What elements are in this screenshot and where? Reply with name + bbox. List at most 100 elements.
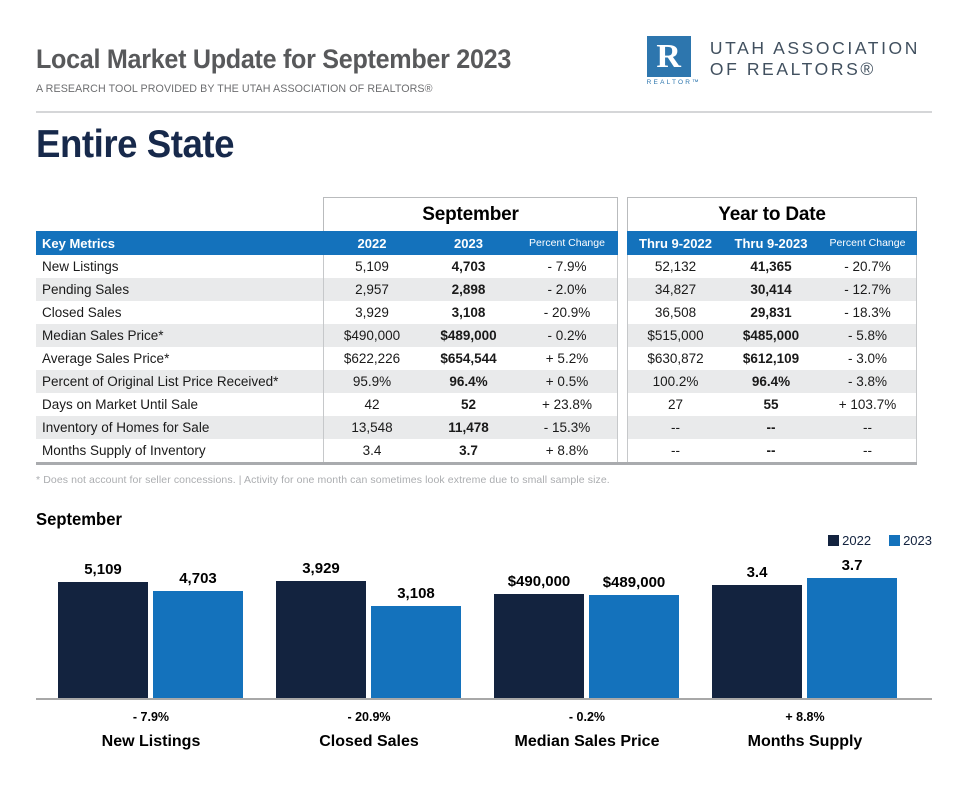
column-header-thru-9-2023: Thru 9-2023 [734, 235, 808, 251]
legend-swatch-2022 [828, 534, 840, 546]
header-divider [36, 111, 932, 113]
bar-value-label: 3,929 [302, 560, 340, 577]
value-percent-change: - 15.3% [543, 420, 591, 435]
value-ytd-percent-change: - 18.3% [844, 305, 891, 320]
ytd-header-section: Thru 9-2022 Thru 9-2023 Percent Change [627, 231, 917, 255]
column-header-key-metrics: Key Metrics [36, 231, 323, 255]
value-2022: 95.9% [352, 374, 392, 389]
ytd-values: 34,827 30,414 - 12.7% [627, 278, 917, 301]
bar-group-months-supply: 3.4 3.7 [712, 557, 898, 698]
table-row-months-supply: Months Supply of Inventory 3.4 3.7 + 8.8… [36, 439, 917, 462]
bar-rect-2022 [494, 594, 584, 698]
value-ytd-2022: 52,132 [654, 259, 697, 274]
table-row-new-listings: New Listings 5,109 4,703 - 7.9% 52,132 4… [36, 255, 917, 278]
group-percent-change: - 20.9% [347, 710, 391, 724]
bar-value-label: $489,000 [602, 574, 666, 591]
header-text-block: Local Market Update for September 2023 A… [36, 44, 547, 95]
value-ytd-2022: 27 [667, 397, 684, 412]
value-percent-change: + 0.5% [545, 374, 589, 389]
section-gap [618, 416, 627, 439]
table-row-average-sales-price: Average Sales Price* $622,226 $654,544 +… [36, 347, 917, 370]
table-row-median-sales-price: Median Sales Price* $490,000 $489,000 - … [36, 324, 917, 347]
report-subtitle: A RESEARCH TOOL PROVIDED BY THE UTAH ASS… [36, 83, 433, 95]
chart-legend: 2022 2023 [36, 533, 932, 548]
column-header-2022: 2022 [357, 235, 387, 251]
report-title: Local Market Update for September 2023 [36, 44, 512, 74]
value-ytd-2023: -- [766, 443, 776, 458]
legend-label-2022: 2022 [842, 532, 872, 548]
group-label-closed-sales: - 20.9% Closed Sales [276, 700, 462, 751]
group-label-new-listings: - 7.9% New Listings [58, 700, 244, 751]
value-ytd-percent-change: - 20.7% [844, 259, 891, 274]
value-ytd-2022: 36,508 [654, 305, 697, 320]
value-percent-change: + 5.2% [545, 351, 589, 366]
value-ytd-2023: 30,414 [750, 282, 792, 297]
value-ytd-percent-change: - 12.7% [844, 282, 891, 297]
bar-2023: 3.7 [807, 557, 897, 698]
bar-value-label: 5,109 [84, 561, 122, 578]
metric-label: Percent of Original List Price Received* [36, 370, 323, 393]
value-ytd-2022: -- [671, 420, 680, 435]
column-header-thru-9-2022: Thru 9-2022 [639, 235, 712, 251]
value-2023: 2,898 [451, 282, 486, 297]
table-row-pct-original-list-price: Percent of Original List Price Received*… [36, 370, 917, 393]
september-header-section: 2022 2023 Percent Change [323, 231, 618, 255]
group-name: Months Supply [747, 733, 863, 750]
realtor-r-icon: R [646, 36, 691, 77]
value-ytd-2022: -- [671, 443, 680, 458]
value-2022: 5,109 [355, 259, 389, 274]
legend-item-2023: 2023 [889, 533, 932, 548]
bar-value-label: 3,108 [397, 585, 435, 602]
legend-item-2022: 2022 [828, 533, 871, 548]
ytd-values: -- -- -- [627, 439, 917, 462]
value-percent-change: - 7.9% [547, 259, 587, 274]
value-ytd-percent-change: - 3.0% [847, 351, 888, 366]
value-2023: 3.7 [459, 443, 478, 458]
bar-chart-plot: 5,109 4,703 3,929 3,108 $490,000 [36, 550, 932, 700]
report-header: Local Market Update for September 2023 A… [36, 0, 932, 95]
value-ytd-2023: $485,000 [742, 328, 800, 343]
metric-label: Pending Sales [36, 278, 323, 301]
group-label-months-supply: + 8.8% Months Supply [712, 700, 898, 751]
value-2022: 13,548 [351, 420, 393, 435]
value-ytd-percent-change: + 103.7% [838, 397, 897, 412]
metric-label: Closed Sales [42, 305, 122, 320]
group-header-september: September [323, 197, 618, 231]
bar-group-median-sales-price: $490,000 $489,000 [494, 573, 680, 698]
value-ytd-2022: $515,000 [647, 328, 704, 343]
value-2022: $490,000 [343, 328, 401, 343]
value-2023: 3,108 [451, 305, 486, 320]
bar-2023: $489,000 [589, 574, 679, 698]
section-gap [618, 231, 627, 255]
region-title: Entire State [36, 123, 235, 166]
value-ytd-2023: 29,831 [750, 305, 792, 320]
value-percent-change: - 2.0% [547, 282, 587, 297]
value-2023: 11,478 [448, 420, 489, 435]
value-ytd-2023: $612,109 [742, 351, 800, 366]
ytd-values: 100.2% 96.4% - 3.8% [627, 370, 917, 393]
bar-rect-2023 [589, 595, 679, 698]
section-gap [618, 301, 627, 324]
metric-label: Median Sales Price* [36, 324, 323, 347]
value-percent-change: - 20.9% [543, 305, 591, 320]
bar-rect-2023 [807, 578, 897, 698]
chart-group-labels: - 7.9% New Listings - 20.9% Closed Sales… [36, 700, 932, 751]
bar-rect-2023 [371, 606, 461, 698]
table-bottom-border [36, 462, 917, 465]
value-2022: 42 [364, 397, 380, 412]
ytd-values: $630,872 $612,109 - 3.0% [627, 347, 917, 370]
realtor-wordmark: REALTOR™ [646, 79, 701, 86]
value-2023: $654,544 [440, 351, 497, 366]
bar-rect-2022 [712, 585, 802, 698]
table-column-header-row: Key Metrics 2022 2023 Percent Change Thr… [36, 231, 917, 255]
value-ytd-2022: 34,827 [654, 282, 697, 297]
bar-group-closed-sales: 3,929 3,108 [276, 560, 462, 698]
table-row-pending-sales: Pending Sales 2,957 2,898 - 2.0% 34,827 … [36, 278, 917, 301]
value-2022: 3.4 [362, 443, 382, 458]
table-footnote: * Does not account for seller concession… [36, 474, 610, 486]
section-gap [618, 347, 627, 370]
group-header-year-to-date: Year to Date [627, 197, 917, 231]
bar-value-label: 4,703 [179, 570, 217, 587]
section-gap [618, 324, 627, 347]
